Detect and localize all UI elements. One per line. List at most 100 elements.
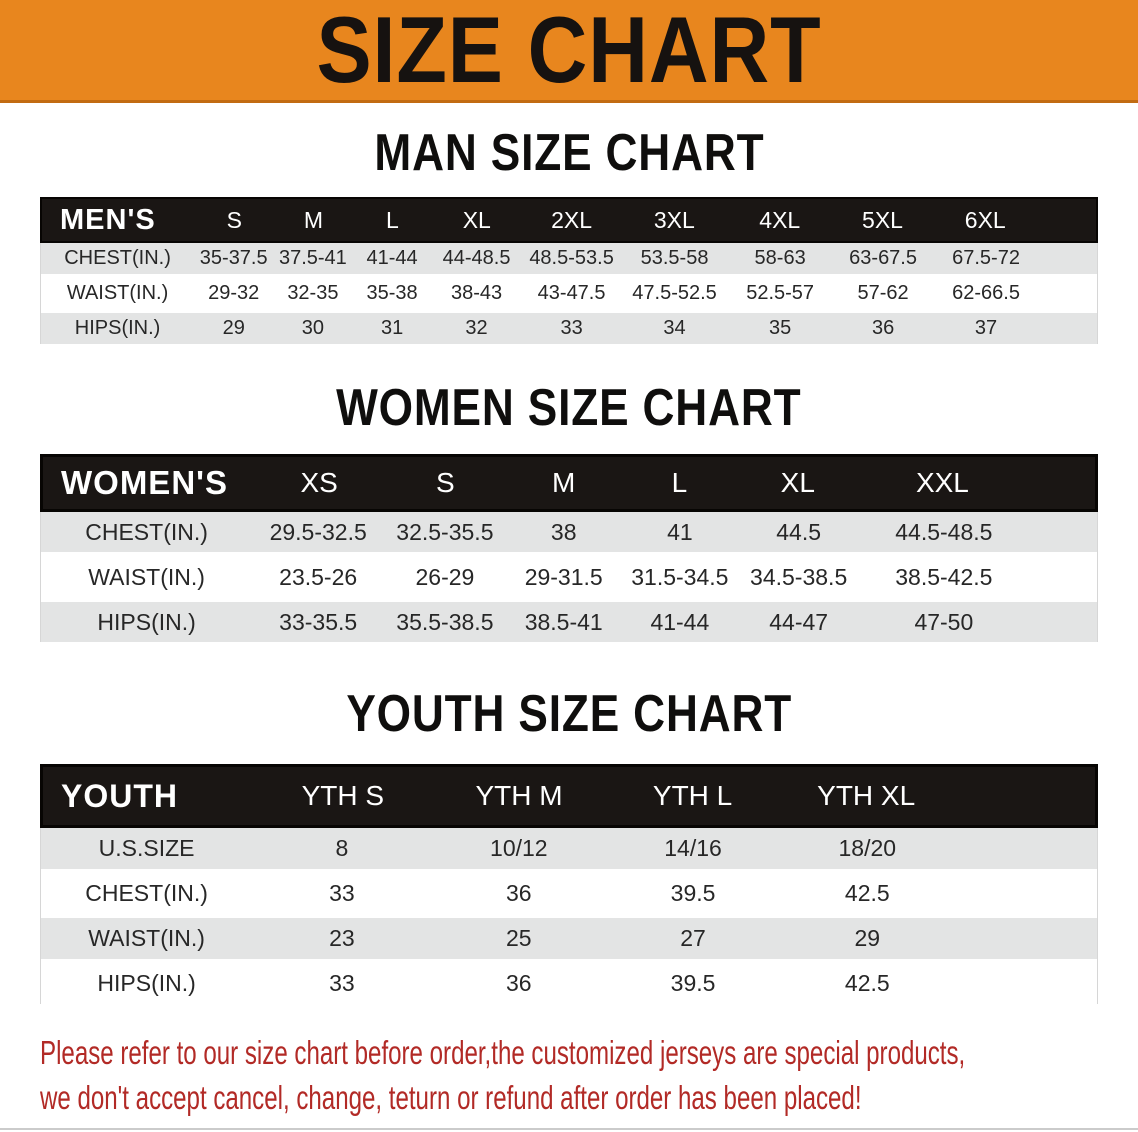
column-header: YTH XL — [817, 780, 916, 811]
size-value-cell: 10/12 — [490, 835, 548, 861]
size-value-cell: 29.5-32.5 — [269, 518, 367, 545]
size-value-cell: 38 — [550, 518, 577, 545]
size-value-cell: 26-29 — [415, 563, 475, 590]
size-value-cell: 23.5-26 — [279, 563, 358, 590]
size-value-cell: 36 — [506, 880, 532, 906]
page-title-text: SIZE CHART — [316, 0, 822, 102]
column-header: S — [226, 206, 243, 233]
column-header: M — [552, 467, 576, 498]
size-value-cell: 8 — [335, 835, 349, 861]
women-section-heading: WOMEN SIZE CHART — [0, 382, 1138, 434]
column-header: XL — [462, 206, 491, 233]
size-value-cell: 35 — [769, 317, 792, 339]
column-header: M — [303, 206, 323, 233]
size-value-cell: 25 — [506, 925, 532, 951]
table-row: HIPS(IN.) 33-35.5 35.5-38.5 38.5-41 41-44 44-… — [41, 602, 1097, 642]
women-size-table: WOMEN'S XS S M L XL XXL CHEST(IN.) 29.5-32.5 32.5… — [40, 454, 1098, 642]
size-value-cell: 38.5-41 — [524, 608, 603, 635]
size-value-cell: 35.5-38.5 — [396, 608, 494, 635]
man-size-section: MAN SIZE CHART MEN'S S M L XL 2XL 3XL 4XL 5XL 6XL… — [0, 127, 1138, 344]
size-value-cell: 34.5-38.5 — [750, 563, 848, 590]
size-value-cell: 38.5-42.5 — [895, 563, 993, 590]
youth-section-heading-text: YOUTH SIZE CHART — [346, 685, 792, 743]
column-header: XS — [300, 467, 338, 498]
table-row: U.S.SIZE 8 10/12 14/16 18/20 — [41, 828, 1097, 869]
row-label: WAIST(IN.) — [88, 563, 205, 590]
column-header: 6XL — [964, 206, 1006, 233]
size-value-cell: 29 — [222, 317, 245, 339]
column-header: L — [671, 467, 688, 498]
column-header: 5XL — [862, 206, 903, 233]
youth-size-table: YOUTH YTH S YTH M YTH L YTH XL U.S.SIZE 8 10/12… — [40, 764, 1098, 1004]
column-header: 4XL — [759, 206, 801, 233]
size-value-cell: 29 — [854, 925, 881, 951]
size-value-cell: 35-38 — [366, 282, 418, 304]
size-value-cell: 47-50 — [914, 608, 974, 635]
man-section-heading: MAN SIZE CHART — [0, 127, 1138, 179]
size-value-cell: 39.5 — [670, 970, 716, 996]
row-label: HIPS(IN.) — [74, 317, 161, 339]
size-value-cell: 48.5-53.5 — [529, 247, 614, 269]
row-label: WAIST(IN.) — [88, 925, 205, 951]
column-header: YTH M — [475, 780, 563, 811]
man-section-heading-text: MAN SIZE CHART — [373, 124, 765, 182]
size-value-cell: 36 — [871, 317, 895, 339]
size-value-cell: 38-43 — [450, 282, 503, 304]
table-row: WAIST(IN.) 23 25 27 29 — [41, 918, 1097, 959]
size-value-cell: 37 — [974, 317, 998, 339]
men-size-table: MEN'S S M L XL 2XL 3XL 4XL 5XL 6XL CHEST(IN.) 35-37… — [40, 197, 1098, 344]
size-value-cell: 44.5 — [776, 518, 822, 545]
column-header: YTH L — [652, 780, 733, 811]
youth-size-section: YOUTH SIZE CHART YOUTH YTH S YTH M YTH L YTH… — [0, 688, 1138, 1004]
table-corner-label: MEN'S — [60, 203, 156, 236]
table-row: CHEST(IN.) 35-37.5 37.5-41 41-44 44-48.5 48.5… — [41, 243, 1097, 274]
row-label: WAIST(IN.) — [66, 282, 169, 304]
column-header: YTH S — [301, 780, 385, 811]
size-value-cell: 31 — [380, 317, 404, 339]
size-value-cell: 41-44 — [650, 608, 710, 635]
size-value-cell: 30 — [301, 317, 325, 339]
size-value-cell: 52.5-57 — [746, 282, 815, 304]
size-value-cell: 62-66.5 — [952, 282, 1020, 304]
table-row: HIPS(IN.) 33 36 39.5 42.5 — [41, 963, 1097, 1004]
size-value-cell: 63-67.5 — [849, 247, 917, 269]
size-value-cell: 57-62 — [857, 282, 909, 304]
bottom-divider — [0, 1128, 1138, 1130]
page-title: SIZE CHART — [282, 3, 856, 97]
disclaimer: Please refer to our size chart before or… — [40, 1030, 1138, 1120]
size-value-cell: 35-37.5 — [199, 247, 268, 269]
size-value-cell: 44-48.5 — [442, 247, 511, 269]
row-label: CHEST(IN.) — [85, 880, 208, 906]
size-value-cell: 14/16 — [664, 835, 722, 861]
size-value-cell: 53.5-58 — [640, 247, 709, 269]
table-header-row: YOUTH YTH S YTH M YTH L YTH XL — [40, 764, 1098, 828]
disclaimer-line-1-text: Please refer to our size chart before or… — [40, 1034, 966, 1071]
table-row: WAIST(IN.) 29-32 32-35 35-38 38-43 43-47.5 47.… — [41, 278, 1097, 309]
size-value-cell: 29-31.5 — [524, 563, 603, 590]
size-value-cell: 31.5-34.5 — [631, 563, 729, 590]
size-value-cell: 67.5-72 — [952, 247, 1020, 269]
size-value-cell: 43-47.5 — [537, 282, 606, 304]
size-value-cell: 33 — [329, 970, 355, 996]
size-value-cell: 29-32 — [208, 282, 260, 304]
size-value-cell: 33-35.5 — [279, 608, 358, 635]
table-header-row: MEN'S S M L XL 2XL 3XL 4XL 5XL 6XL — [40, 197, 1098, 243]
row-label: CHEST(IN.) — [85, 518, 208, 545]
disclaimer-line-1: Please refer to our size chart before or… — [40, 1030, 1138, 1075]
size-value-cell: 58-63 — [754, 247, 806, 269]
size-value-cell: 42.5 — [844, 880, 890, 906]
size-value-cell: 41-44 — [366, 247, 418, 269]
table-row: CHEST(IN.) 33 36 39.5 42.5 — [41, 873, 1097, 914]
table-header-row: WOMEN'S XS S M L XL XXL — [40, 454, 1098, 512]
size-value-cell: 33 — [560, 317, 583, 339]
size-value-cell: 34 — [663, 317, 686, 339]
youth-section-heading: YOUTH SIZE CHART — [0, 688, 1138, 740]
size-value-cell: 41 — [667, 518, 693, 545]
column-header: XL — [780, 467, 815, 498]
size-value-cell: 32-35 — [287, 282, 339, 304]
size-value-cell: 23 — [329, 925, 355, 951]
size-value-cell: 47.5-52.5 — [632, 282, 717, 304]
size-value-cell: 44.5-48.5 — [895, 518, 993, 545]
table-body: U.S.SIZE 8 10/12 14/16 18/20 CHEST(IN.) 33 36 39… — [40, 828, 1098, 1004]
